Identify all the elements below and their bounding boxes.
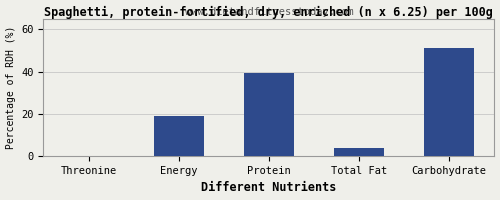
X-axis label: Different Nutrients: Different Nutrients bbox=[201, 181, 336, 194]
Title: Spaghetti, protein-fortified, dry, enriched (n x 6.25) per 100g: Spaghetti, protein-fortified, dry, enric… bbox=[44, 6, 494, 19]
Text: www.dietandfitnesstoday.com: www.dietandfitnesstoday.com bbox=[184, 7, 354, 17]
Y-axis label: Percentage of RDH (%): Percentage of RDH (%) bbox=[6, 26, 16, 149]
Bar bbox=[334, 148, 384, 156]
Bar bbox=[424, 48, 474, 156]
Bar bbox=[154, 116, 204, 156]
Bar bbox=[244, 73, 294, 156]
